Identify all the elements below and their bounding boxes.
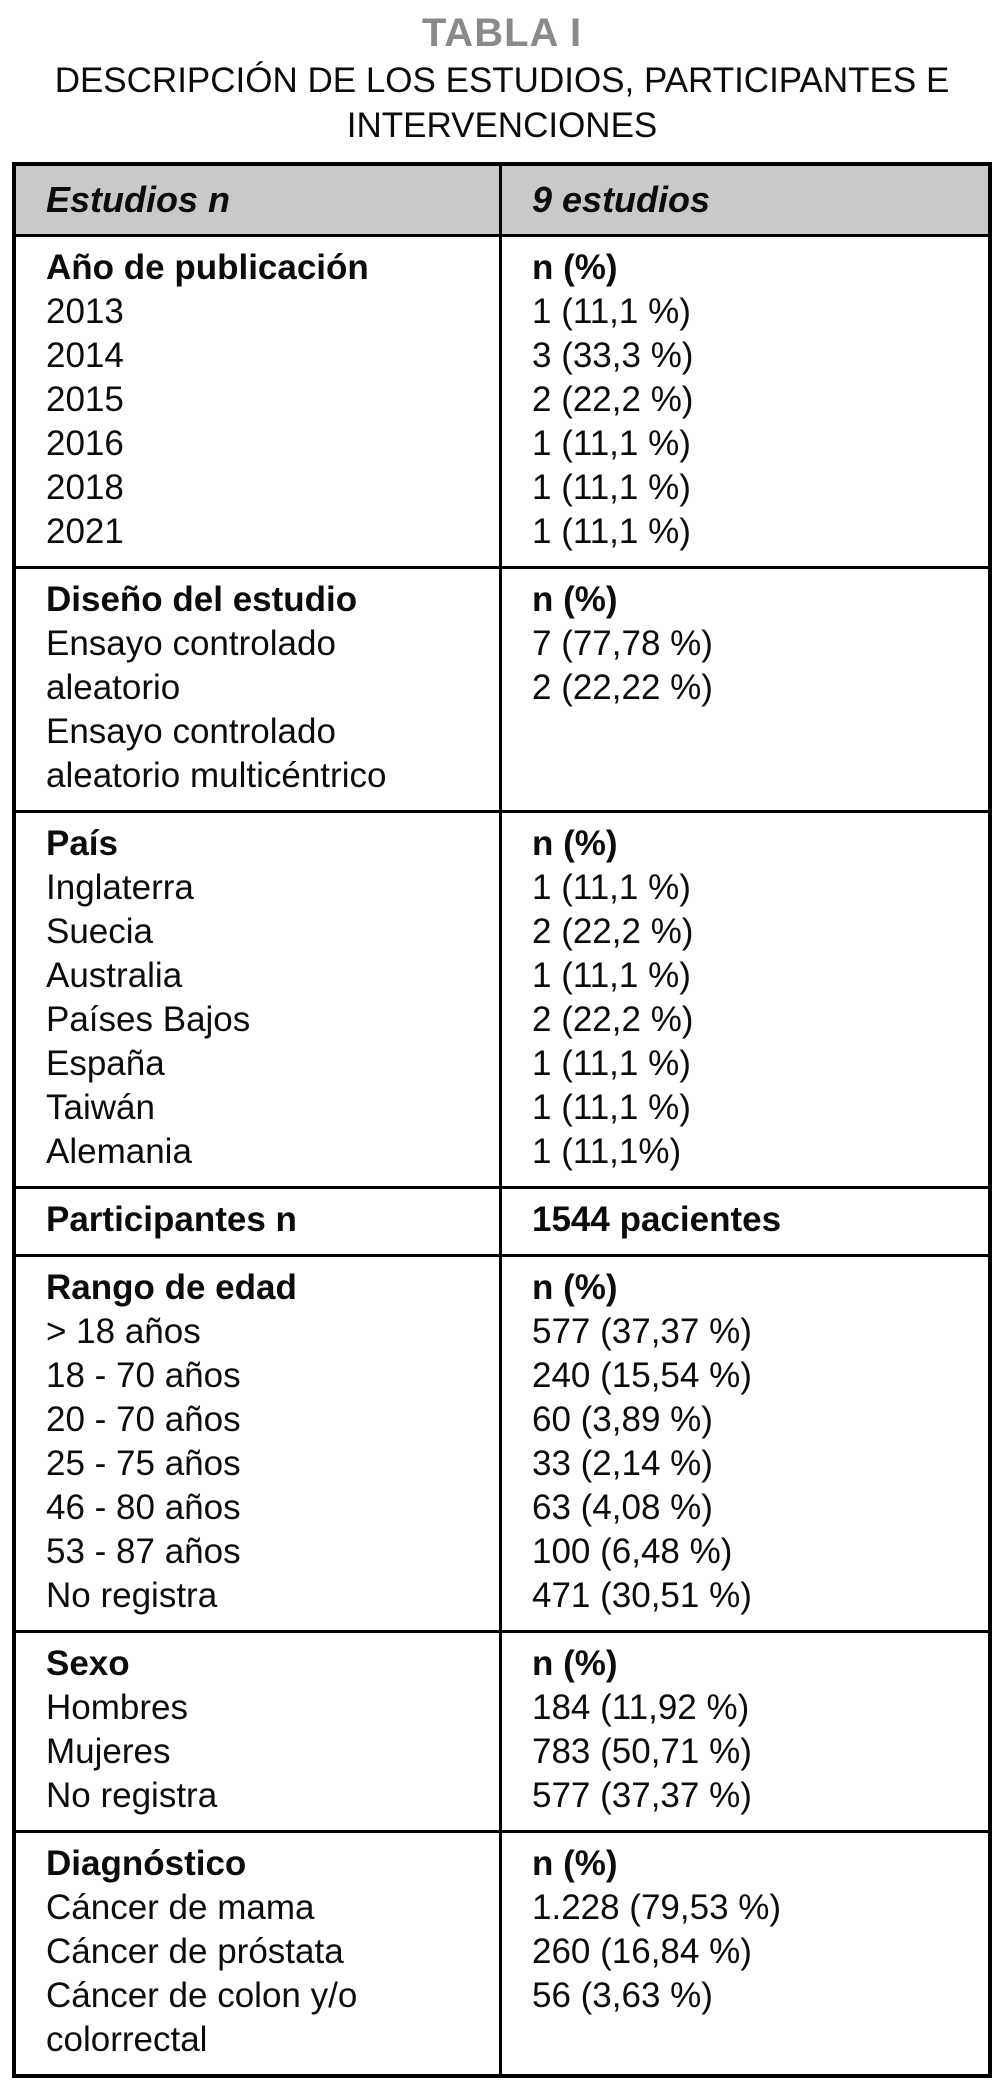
table-header-left-label: Estudios n xyxy=(46,179,231,220)
row-value: 2 (22,22 %) xyxy=(532,668,713,707)
table-header-right-label: 9 estudios xyxy=(532,179,711,220)
section-values-cell: n (%) 7 (77,78 %) 2 (22,22 %) xyxy=(502,569,988,810)
row-value: 1 (11,1 %) xyxy=(532,868,691,907)
row-label: Cáncer de colon y/o colorrectal xyxy=(46,1976,358,2059)
row-value: 63 (4,08 %) xyxy=(532,1488,713,1527)
row-label: 25 - 75 años xyxy=(46,1444,241,1483)
section-labels-cell: Diagnóstico Cáncer de mama Cáncer de pró… xyxy=(16,1833,502,2074)
row-value: 1.228 (79,53 %) xyxy=(532,1888,782,1927)
row-value: 33 (2,14 %) xyxy=(532,1444,713,1483)
row-label: Cáncer de mama xyxy=(46,1888,315,1927)
row-value: 2 (22,2 %) xyxy=(532,1000,694,1039)
row-value: 2 (22,2 %) xyxy=(532,380,694,419)
row-label: Hombres xyxy=(46,1688,188,1727)
section-values-cell: n (%) 1 (11,1 %) 2 (22,2 %) 1 (11,1 %) 2… xyxy=(502,813,988,1186)
section-pais: País Inglaterra Suecia Australia Países … xyxy=(16,810,988,1186)
row-value: 240 (15,54 %) xyxy=(532,1356,752,1395)
row-value: 60 (3,89 %) xyxy=(532,1400,713,1439)
row-label: 2021 xyxy=(46,512,124,551)
row-label: 18 - 70 años xyxy=(46,1356,241,1395)
row-value: 56 (3,63 %) xyxy=(532,1976,713,2015)
row-value: 783 (50,71 %) xyxy=(532,1732,752,1771)
section-value-header: n (%) xyxy=(532,248,618,287)
row-value: 1 (11,1 %) xyxy=(532,1044,691,1083)
table-header-cell-left: Estudios n xyxy=(16,166,502,234)
section-participantes: Participantes n 1544 pacientes xyxy=(16,1186,988,1254)
row-label: 2016 xyxy=(46,424,124,463)
section-label: Diagnóstico xyxy=(46,1844,247,1883)
row-label: Alemania xyxy=(46,1132,192,1171)
row-label: Australia xyxy=(46,956,183,995)
section-value-header: n (%) xyxy=(532,824,618,863)
study-description-table: Estudios n 9 estudios Año de publicación… xyxy=(12,162,992,2078)
row-value: 1 (11,1 %) xyxy=(532,468,691,507)
section-labels-cell: Sexo Hombres Mujeres No registra xyxy=(16,1633,502,1830)
row-value: 471 (30,51 %) xyxy=(532,1576,752,1615)
row-label: España xyxy=(46,1044,165,1083)
section-label: Diseño del estudio xyxy=(46,580,358,619)
row-label: Ensayo controlado aleatorio xyxy=(46,624,336,707)
row-value: 100 (6,48 %) xyxy=(532,1532,733,1571)
row-value: 577 (37,37 %) xyxy=(532,1312,752,1351)
row-value: 1 (11,1%) xyxy=(532,1132,682,1171)
row-value: 1 (11,1 %) xyxy=(532,512,691,551)
section-diseno-del-estudio: Diseño del estudio Ensayo controlado ale… xyxy=(16,566,988,810)
row-label: Ensayo controlado aleatorio multicéntric… xyxy=(46,712,387,795)
row-label: Taiwán xyxy=(46,1088,155,1127)
section-ano-de-publicacion: Año de publicación 2013 2014 2015 2016 2… xyxy=(16,234,988,566)
section-label: País xyxy=(46,824,118,863)
section-labels-cell: Año de publicación 2013 2014 2015 2016 2… xyxy=(16,237,502,566)
section-value-header: n (%) xyxy=(532,1844,618,1883)
page-title: TABLA I xyxy=(421,11,583,55)
section-label: Participantes n xyxy=(46,1200,297,1239)
row-label: 20 - 70 años xyxy=(46,1400,241,1439)
row-label: No registra xyxy=(46,1576,218,1615)
row-value: 577 (37,37 %) xyxy=(532,1776,752,1815)
row-value: 2 (22,2 %) xyxy=(532,912,694,951)
section-label: Año de publicación xyxy=(46,248,369,287)
table-header-row: Estudios n 9 estudios xyxy=(16,166,988,234)
section-diagnostico: Diagnóstico Cáncer de mama Cáncer de pró… xyxy=(16,1830,988,2074)
row-value: 1 (11,1 %) xyxy=(532,1088,691,1127)
row-value: 1 (11,1 %) xyxy=(532,956,691,995)
section-labels-cell: Rango de edad > 18 años 18 - 70 años 20 … xyxy=(16,1257,502,1630)
row-label: > 18 años xyxy=(46,1312,201,1351)
section-values-cell: 1544 pacientes xyxy=(502,1189,988,1254)
section-value-header: n (%) xyxy=(532,580,618,619)
row-value: 184 (11,92 %) xyxy=(532,1688,750,1727)
row-label: Inglaterra xyxy=(46,868,194,907)
section-labels-cell: País Inglaterra Suecia Australia Países … xyxy=(16,813,502,1186)
row-label: 2015 xyxy=(46,380,124,419)
section-label: Rango de edad xyxy=(46,1268,297,1307)
row-label: Países Bajos xyxy=(46,1000,251,1039)
page-subtitle: DESCRIPCIÓN DE LOS ESTUDIOS, PARTICIPANT… xyxy=(54,61,950,145)
row-value: 260 (16,84 %) xyxy=(532,1932,752,1971)
row-label: 2018 xyxy=(46,468,124,507)
row-label: No registra xyxy=(46,1776,218,1815)
section-values-cell: n (%) 184 (11,92 %) 783 (50,71 %) 577 (3… xyxy=(502,1633,988,1830)
table-header-cell-right: 9 estudios xyxy=(502,166,988,234)
section-values-cell: n (%) 1 (11,1 %) 3 (33,3 %) 2 (22,2 %) 1… xyxy=(502,237,988,566)
section-rango-de-edad: Rango de edad > 18 años 18 - 70 años 20 … xyxy=(16,1254,988,1630)
row-label: Suecia xyxy=(46,912,154,951)
row-label: 2014 xyxy=(46,336,124,375)
section-values-cell: n (%) 1.228 (79,53 %) 260 (16,84 %) 56 (… xyxy=(502,1833,988,2074)
row-label: 2013 xyxy=(46,292,124,331)
section-sexo: Sexo Hombres Mujeres No registra n (%) 1… xyxy=(16,1630,988,1830)
row-value: 1 (11,1 %) xyxy=(532,424,691,463)
section-label: Sexo xyxy=(46,1644,130,1683)
row-value: 3 (33,3 %) xyxy=(532,336,694,375)
row-label: Cáncer de próstata xyxy=(46,1932,344,1971)
row-value: 7 (77,78 %) xyxy=(532,624,713,663)
section-value-header: n (%) xyxy=(532,1268,618,1307)
section-labels-cell: Diseño del estudio Ensayo controlado ale… xyxy=(16,569,502,810)
section-labels-cell: Participantes n xyxy=(16,1189,502,1254)
row-label: Mujeres xyxy=(46,1732,171,1771)
section-value-header: n (%) xyxy=(532,1644,618,1683)
row-value: 1 (11,1 %) xyxy=(532,292,691,331)
section-value-header: 1544 pacientes xyxy=(532,1200,782,1239)
section-values-cell: n (%) 577 (37,37 %) 240 (15,54 %) 60 (3,… xyxy=(502,1257,988,1630)
row-label: 46 - 80 años xyxy=(46,1488,241,1527)
row-label: 53 - 87 años xyxy=(46,1532,241,1571)
